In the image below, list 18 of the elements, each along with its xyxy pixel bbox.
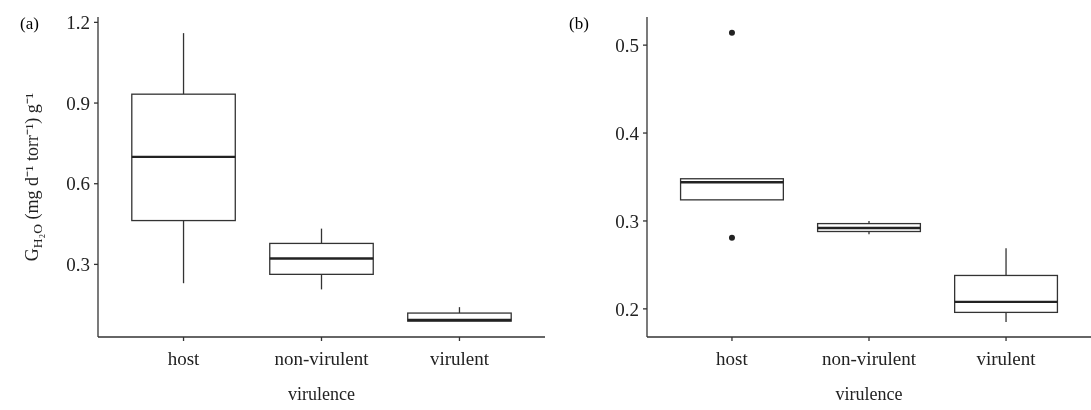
x-axis-title: virulence — [288, 384, 355, 404]
x-tick-label: non-virulent — [274, 348, 370, 369]
y-tick-label: 0.9 — [66, 92, 90, 114]
y-tick-label: 0.3 — [66, 254, 90, 276]
chart-title: (b) — [569, 14, 589, 33]
y-tick-label: 0.3 — [615, 210, 639, 232]
y-tick-label: 0.5 — [615, 34, 639, 56]
x-tick-label: host — [716, 348, 749, 369]
y-tick-label: 1.2 — [66, 12, 90, 34]
chart-title: (a) — [20, 14, 39, 33]
x-tick-label: non-virulent — [822, 348, 917, 369]
y-tick-label: 0.4 — [615, 122, 640, 144]
x-tick-label: virulent — [976, 348, 1037, 369]
x-axis-title: virulence — [835, 384, 903, 404]
y-tick-label: 0.6 — [66, 173, 90, 195]
x-tick-label: virulent — [429, 348, 490, 369]
x-tick-label: host — [167, 348, 201, 369]
y-tick-label: 0.2 — [615, 298, 639, 320]
